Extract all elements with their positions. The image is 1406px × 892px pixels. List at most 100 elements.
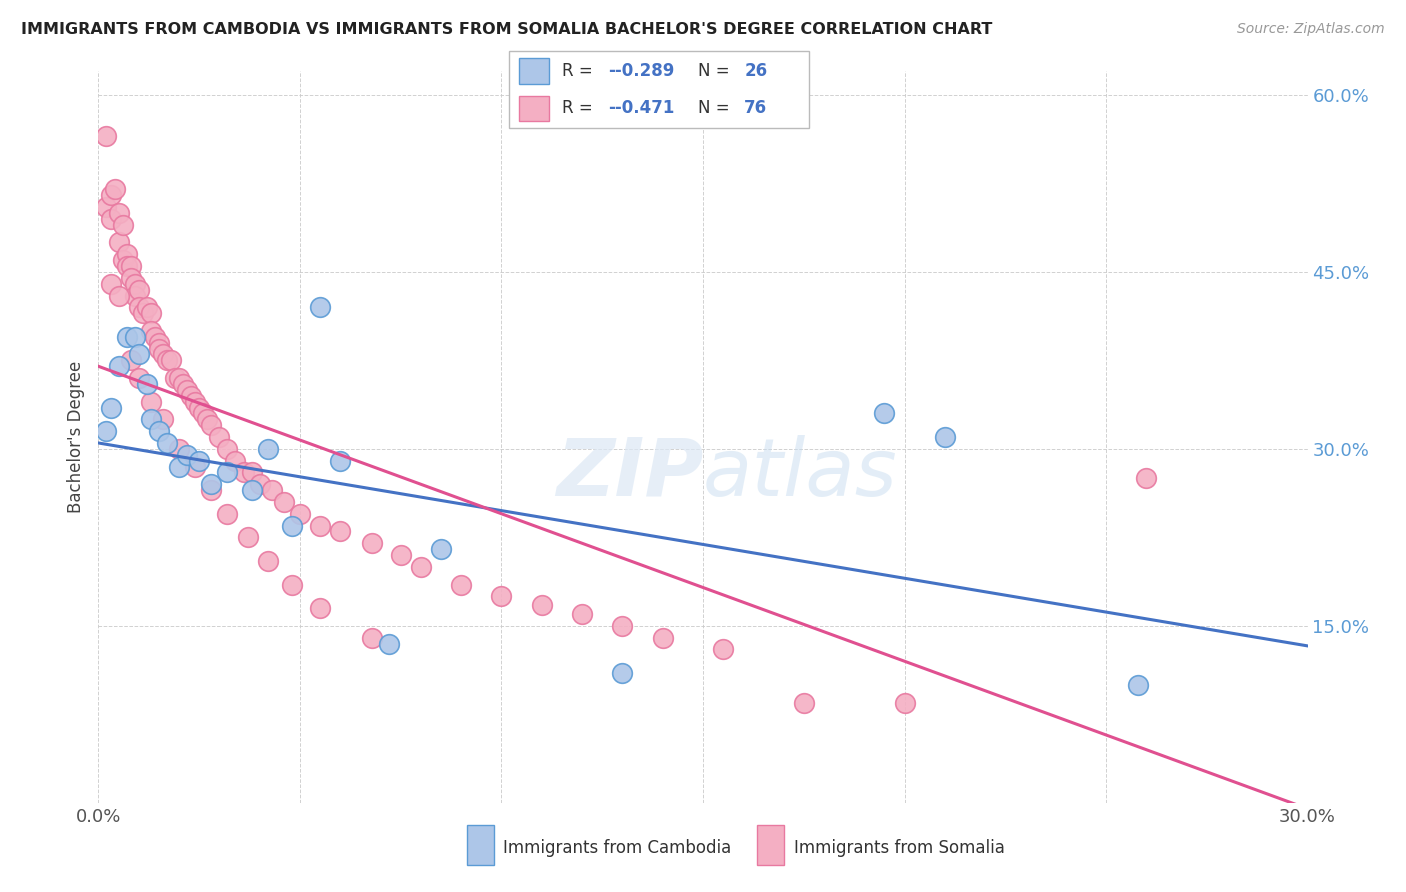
- Point: [124, 277, 146, 291]
- Point: [156, 353, 179, 368]
- Point: [135, 301, 157, 315]
- Point: [100, 188, 122, 202]
- Text: Immigrants from Cambodia: Immigrants from Cambodia: [503, 839, 731, 857]
- Point: [160, 353, 183, 368]
- Point: [309, 518, 332, 533]
- Point: [100, 211, 122, 226]
- Point: [107, 288, 129, 302]
- Point: [139, 394, 162, 409]
- Point: [389, 548, 412, 562]
- Point: [200, 483, 222, 498]
- Point: [409, 559, 432, 574]
- Point: [132, 306, 155, 320]
- Point: [128, 347, 150, 361]
- Point: [571, 607, 593, 621]
- Point: [148, 342, 170, 356]
- Point: [103, 182, 125, 196]
- Point: [450, 577, 472, 591]
- Point: [107, 206, 129, 220]
- Text: IMMIGRANTS FROM CAMBODIA VS IMMIGRANTS FROM SOMALIA BACHELOR'S DEGREE CORRELATIO: IMMIGRANTS FROM CAMBODIA VS IMMIGRANTS F…: [21, 22, 993, 37]
- Text: R =: R =: [562, 100, 598, 118]
- Point: [148, 424, 170, 438]
- Point: [167, 371, 190, 385]
- Point: [167, 459, 190, 474]
- Point: [163, 371, 186, 385]
- Point: [711, 642, 734, 657]
- Point: [240, 483, 263, 498]
- Point: [260, 483, 283, 498]
- Point: [195, 412, 218, 426]
- Text: Source: ZipAtlas.com: Source: ZipAtlas.com: [1237, 22, 1385, 37]
- Point: [193, 407, 215, 421]
- Point: [128, 301, 150, 315]
- Point: [217, 442, 239, 456]
- Point: [361, 536, 384, 550]
- Point: [100, 401, 122, 415]
- Point: [256, 554, 278, 568]
- Point: [152, 412, 174, 426]
- Point: [281, 518, 304, 533]
- Point: [651, 631, 673, 645]
- Point: [124, 330, 146, 344]
- Point: [377, 636, 399, 650]
- Point: [361, 631, 384, 645]
- Point: [232, 466, 254, 480]
- Point: [491, 590, 513, 604]
- Text: 26: 26: [744, 62, 768, 79]
- Point: [152, 347, 174, 361]
- Point: [249, 477, 271, 491]
- Point: [111, 218, 134, 232]
- Text: --0.471: --0.471: [609, 100, 675, 118]
- Point: [217, 466, 239, 480]
- Point: [188, 453, 211, 467]
- Text: --0.289: --0.289: [609, 62, 675, 79]
- Point: [184, 394, 207, 409]
- Point: [143, 330, 166, 344]
- Y-axis label: Bachelor's Degree: Bachelor's Degree: [67, 361, 86, 513]
- Point: [128, 371, 150, 385]
- Point: [224, 453, 246, 467]
- Point: [148, 335, 170, 350]
- Point: [273, 495, 295, 509]
- Point: [100, 277, 122, 291]
- Point: [139, 306, 162, 320]
- Point: [115, 259, 138, 273]
- Bar: [467, 825, 494, 865]
- Point: [893, 696, 915, 710]
- Text: R =: R =: [562, 62, 598, 79]
- Point: [256, 442, 278, 456]
- Point: [329, 524, 352, 539]
- Point: [124, 288, 146, 302]
- Text: 76: 76: [744, 100, 768, 118]
- Point: [1135, 471, 1157, 485]
- Point: [208, 430, 231, 444]
- Text: N =: N =: [697, 100, 735, 118]
- Point: [184, 459, 207, 474]
- Point: [139, 324, 162, 338]
- Point: [135, 376, 157, 391]
- Point: [172, 376, 194, 391]
- Point: [120, 259, 142, 273]
- Point: [281, 577, 304, 591]
- Point: [115, 330, 138, 344]
- Point: [240, 466, 263, 480]
- Point: [96, 129, 118, 144]
- Text: ZIP: ZIP: [555, 434, 703, 513]
- Point: [188, 401, 211, 415]
- Point: [200, 477, 222, 491]
- Point: [96, 424, 118, 438]
- Point: [612, 666, 634, 681]
- Point: [107, 359, 129, 374]
- Point: [107, 235, 129, 250]
- Bar: [519, 95, 550, 121]
- Point: [530, 598, 553, 612]
- Point: [139, 412, 162, 426]
- Point: [873, 407, 896, 421]
- Point: [934, 430, 956, 444]
- Point: [176, 448, 198, 462]
- Point: [120, 270, 142, 285]
- Point: [329, 453, 352, 467]
- Point: [111, 253, 134, 268]
- Point: [612, 619, 634, 633]
- Text: Immigrants from Somalia: Immigrants from Somalia: [793, 839, 1004, 857]
